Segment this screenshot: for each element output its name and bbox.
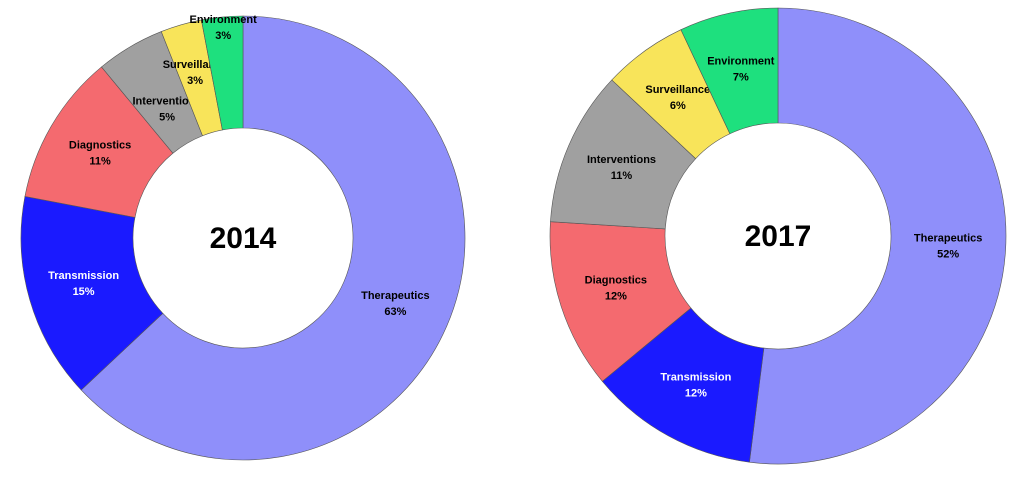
donut-slice — [749, 7, 1007, 465]
slice-label: Environment — [707, 56, 775, 68]
slice-label: Transmission — [48, 270, 119, 282]
slice-value-label: 12% — [685, 387, 707, 399]
slice-label: Transmission — [660, 371, 731, 383]
slice-label: Interventions — [133, 95, 202, 107]
slice-value-label: 3% — [187, 75, 203, 87]
slice-value-label: 52% — [937, 249, 959, 261]
donut-slice — [201, 15, 244, 131]
slice-value-label: 63% — [384, 306, 406, 318]
center-title: 2017 — [745, 220, 812, 253]
donut-slice — [20, 196, 164, 391]
slice-label: Therapeutics — [914, 233, 982, 245]
slice-label: Therapeutics — [361, 290, 429, 302]
slice-value-label: 11% — [89, 155, 111, 167]
slice-value-label: 15% — [73, 286, 95, 298]
slice-value-label: 6% — [670, 100, 686, 112]
slice-label: Environment — [190, 14, 258, 26]
slice-value-label: 7% — [733, 72, 749, 84]
slice-label: Diagnostics — [69, 139, 131, 151]
slice-label: Diagnostics — [585, 275, 647, 287]
slice-value-label: 12% — [605, 291, 627, 303]
slice-label: Surveillance — [645, 84, 710, 96]
slice-value-label: 3% — [215, 30, 231, 42]
center-title: 2014 — [210, 222, 277, 255]
donut-slice — [80, 15, 466, 461]
slice-label: Interventions — [587, 154, 656, 166]
slice-value-label: 5% — [159, 111, 175, 123]
slice-value-label: 11% — [611, 170, 633, 182]
donut-slice — [680, 7, 779, 135]
